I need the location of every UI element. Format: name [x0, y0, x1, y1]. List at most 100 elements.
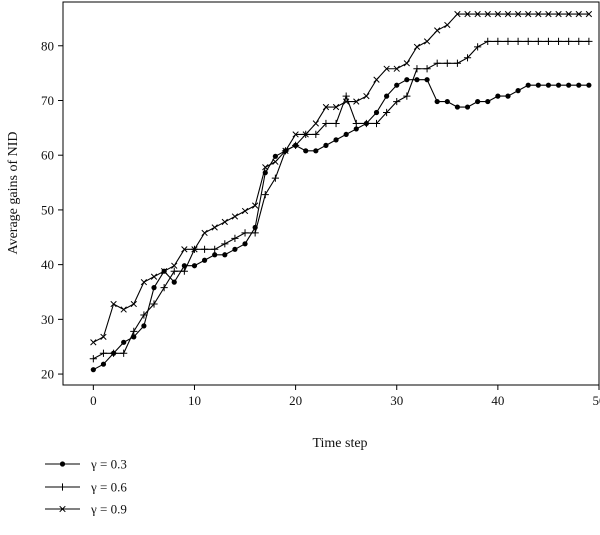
series-1-point-22: [312, 130, 320, 139]
y-tick-label-1: 30: [41, 312, 54, 327]
series-2-point-21: [302, 131, 309, 138]
series-0-point-49: [586, 82, 592, 88]
series-0-point-47: [566, 82, 572, 88]
legend-marker-2: [59, 505, 66, 513]
legend-label-2: γ = 0.9: [90, 502, 127, 517]
x-tick-label-0: 0: [90, 393, 97, 408]
series-2-point-9: [181, 246, 188, 253]
series-0-point-6: [151, 285, 157, 291]
series-2-point-4: [130, 300, 137, 308]
series-2-point-45: [545, 10, 552, 18]
series-1-point-30: [393, 97, 401, 106]
series-0-point-21: [303, 148, 309, 154]
series-1-point-8: [170, 267, 178, 275]
series-line-0: [93, 79, 589, 371]
series-2-point-49: [585, 10, 593, 18]
series-1-point-29: [383, 108, 391, 117]
series-1-point-39: [484, 37, 492, 45]
x-tick-label-1: 10: [188, 393, 201, 408]
series-0-point-33: [424, 77, 430, 83]
series-0-point-24: [333, 137, 339, 143]
series-0-point-9: [181, 263, 187, 269]
series-1-point-38: [474, 43, 482, 51]
series-2-point-2: [110, 300, 117, 308]
x-tick-label-3: 30: [390, 393, 403, 408]
series-0-point-8: [171, 279, 177, 285]
legend-marker-1: [58, 483, 67, 491]
series-2-point-28: [373, 76, 380, 83]
series-0-point-48: [576, 82, 582, 88]
series-1-point-25: [342, 92, 350, 100]
series-0-point-22: [313, 148, 319, 154]
series-1-point-40: [494, 37, 502, 45]
x-tick-label-5: 50: [593, 393, 600, 408]
series-0-point-41: [505, 93, 511, 99]
y-tick-label-2: 40: [41, 257, 54, 272]
series-2-point-39: [484, 10, 491, 18]
y-tick-label-3: 50: [41, 202, 54, 217]
series-0-point-28: [373, 109, 380, 116]
series-1-point-4: [130, 327, 138, 335]
legend-marker-0: [59, 461, 66, 467]
series-2-point-29: [383, 65, 390, 72]
series-2-point-27: [363, 92, 370, 100]
series-2-point-40: [494, 10, 502, 18]
series-0-point-37: [464, 104, 471, 110]
series-2-point-8: [171, 262, 178, 269]
series-1-point-7: [160, 284, 168, 292]
series-1-point-6: [150, 300, 158, 308]
series-2-point-46: [555, 10, 562, 18]
series-2-point-43: [525, 10, 532, 18]
series-1-point-9: [180, 267, 188, 275]
series-2-point-30: [393, 65, 400, 72]
series-2-point-3: [120, 306, 127, 313]
series-2-point-14: [231, 213, 239, 220]
series-2-point-13: [221, 218, 228, 226]
series-line-2: [93, 13, 589, 343]
series-1-point-35: [443, 59, 451, 67]
series-1-point-31: [403, 92, 411, 100]
series-0-point-1: [100, 361, 107, 367]
y-axis-title: Average gains of NID: [6, 132, 21, 255]
series-2-point-31: [403, 60, 411, 67]
series-1-point-0: [89, 355, 97, 363]
series-1-point-24: [332, 119, 340, 128]
series-0-point-43: [525, 82, 531, 88]
series-2-point-26: [353, 98, 360, 105]
series-1-point-36: [453, 59, 462, 67]
series-0-point-11: [201, 257, 208, 263]
series-0-point-44: [535, 82, 541, 88]
series-2-point-23: [322, 103, 330, 111]
series-1-point-43: [524, 37, 532, 45]
y-tick-label-0: 20: [41, 367, 54, 382]
series-2-point-36: [454, 10, 461, 18]
series-1-point-2: [109, 349, 118, 357]
series-2-point-0: [90, 339, 97, 346]
series-2-point-17: [262, 164, 269, 171]
series-1-point-34: [433, 59, 441, 67]
series-1-point-15: [241, 229, 249, 237]
series-2-point-19: [282, 147, 289, 154]
series-0-point-26: [353, 126, 359, 132]
series-2-point-44: [535, 10, 542, 18]
series-1-point-32: [413, 65, 421, 73]
x-tick-label-4: 40: [491, 393, 504, 408]
series-0-point-3: [121, 339, 127, 345]
series-2-point-41: [504, 10, 512, 18]
series-0-point-45: [545, 82, 552, 88]
series-1-point-20: [292, 141, 300, 149]
series-1-point-49: [585, 37, 593, 45]
series-2-point-16: [251, 202, 259, 209]
series-1-point-44: [534, 37, 542, 45]
series-0-point-42: [515, 88, 521, 94]
series-0-point-35: [444, 98, 450, 105]
series-0-point-46: [555, 82, 562, 88]
legend-label-1: γ = 0.6: [90, 480, 127, 495]
series-0-point-10: [191, 263, 198, 269]
series-2-point-48: [575, 10, 582, 18]
series-2-point-47: [565, 10, 572, 18]
series-0-point-40: [495, 93, 501, 99]
series-1-point-42: [514, 37, 522, 45]
series-1-point-47: [565, 37, 573, 45]
series-layer: [89, 10, 593, 373]
